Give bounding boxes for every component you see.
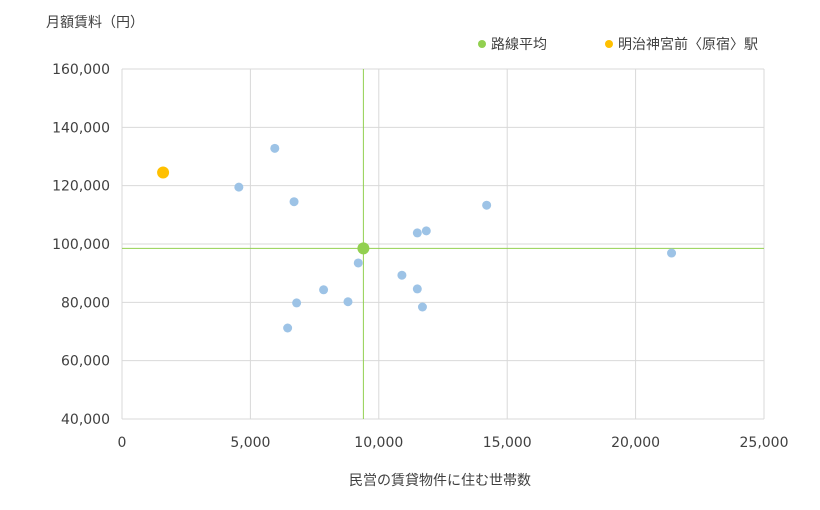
- y-tick-label: 60,000: [61, 354, 110, 370]
- data-point: [397, 270, 407, 280]
- route-average-point: [357, 242, 370, 255]
- data-point: [667, 248, 677, 258]
- x-axis-label: 民営の賃貸物件に住む世帯数: [349, 473, 531, 489]
- y-tick-label: 160,000: [52, 62, 110, 78]
- x-tick-label: 15,000: [483, 435, 532, 451]
- data-point: [417, 302, 427, 312]
- y-tick-label: 100,000: [52, 237, 110, 253]
- data-point: [319, 285, 329, 295]
- x-tick-label: 25,000: [740, 435, 789, 451]
- data-point: [343, 297, 353, 307]
- legend-label-route-average: 路線平均: [491, 37, 547, 53]
- y-tick-label: 120,000: [52, 179, 110, 195]
- x-tick-label: 5,000: [230, 435, 270, 451]
- data-point: [412, 228, 422, 238]
- legend-marker-route-average: [478, 40, 486, 48]
- data-point: [270, 143, 280, 153]
- station-point: [157, 166, 170, 179]
- y-tick-label: 140,000: [52, 120, 110, 136]
- legend-item-route-average: 路線平均: [478, 34, 547, 54]
- data-point: [412, 284, 422, 294]
- data-point: [234, 182, 244, 192]
- data-point: [289, 197, 299, 207]
- x-tick-label: 20,000: [611, 435, 660, 451]
- legend-item-station: 明治神宮前〈原宿〉駅: [605, 34, 758, 54]
- data-point: [292, 298, 302, 308]
- data-point: [353, 258, 363, 268]
- legend-label-station: 明治神宮前〈原宿〉駅: [618, 37, 758, 53]
- x-tick-label: 0: [118, 435, 127, 451]
- x-tick-label: 10,000: [354, 435, 403, 451]
- y-tick-label: 40,000: [61, 412, 110, 428]
- y-axis-label: 月額賃料（円）: [46, 15, 144, 31]
- data-point: [421, 226, 431, 236]
- data-point: [482, 200, 492, 210]
- legend-marker-station: [605, 40, 613, 48]
- data-point: [283, 323, 293, 333]
- y-tick-label: 80,000: [61, 295, 110, 311]
- legend: 路線平均 明治神宮前〈原宿〉駅: [478, 34, 758, 54]
